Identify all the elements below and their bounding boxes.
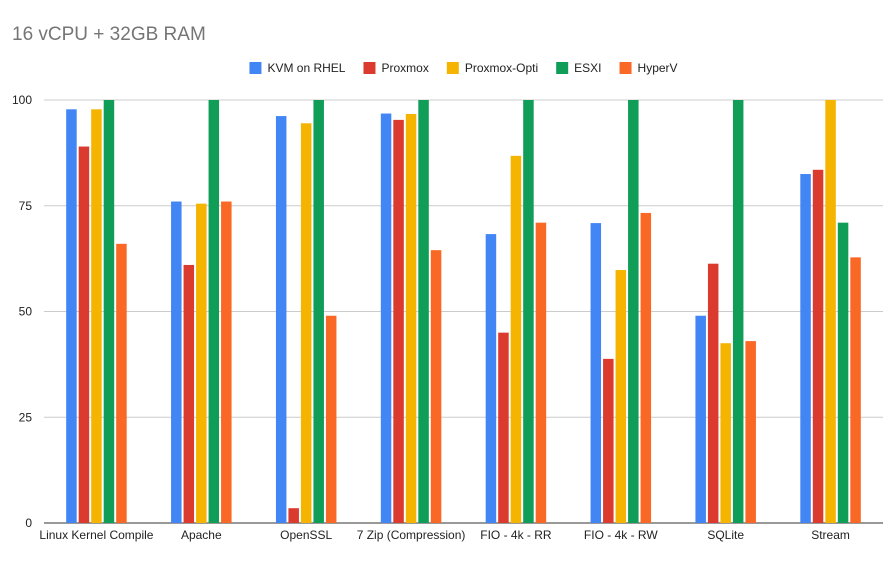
bar: [275, 116, 287, 523]
bar: [313, 100, 324, 523]
y-tick-label: 75: [19, 199, 33, 213]
legend-label: ESXI: [574, 61, 601, 75]
bar: [116, 243, 127, 523]
legend-item: HyperV: [619, 61, 678, 75]
legend-swatch: [446, 62, 459, 74]
gridlines: [44, 99, 883, 524]
bar: [498, 332, 509, 523]
y-tick-label: 50: [19, 305, 33, 319]
bar: [430, 250, 442, 524]
bar: [745, 341, 756, 523]
bar: [485, 234, 497, 523]
x-tick-label: Apache: [181, 528, 222, 542]
bar: [732, 100, 744, 523]
bar: [66, 109, 77, 523]
y-tick-label: 100: [12, 93, 32, 107]
bar: [628, 100, 639, 523]
x-tick-label: OpenSSL: [280, 528, 332, 542]
legend-swatch: [556, 62, 569, 74]
bar: [91, 109, 102, 523]
bar: [800, 174, 811, 523]
bar: [78, 146, 90, 523]
bar: [603, 358, 614, 523]
bar: [590, 223, 602, 523]
x-tick-label: Linux Kernel Compile: [39, 528, 153, 542]
bar: [418, 100, 429, 523]
chart-title: 16 vCPU + 32GB RAM: [12, 24, 206, 45]
bar: [208, 100, 220, 523]
x-tick-label: Stream: [811, 528, 850, 542]
y-tick-label: 0: [25, 516, 32, 530]
bar: [380, 113, 392, 523]
bar: [825, 100, 836, 523]
bar: [720, 343, 731, 523]
legend-label: HyperV: [638, 61, 678, 75]
bar: [812, 169, 824, 524]
y-axis: 0 25 50 75 100: [12, 93, 32, 530]
bar: [695, 315, 706, 523]
legend-item: ESXI: [556, 61, 602, 75]
bar: [183, 264, 195, 523]
bar: [850, 257, 861, 523]
bar: [103, 100, 115, 523]
bar: [405, 113, 417, 524]
legend: KVM on RHEL Proxmox Proxmox-Opti ESXI HyperV: [249, 61, 678, 75]
legend-label: Proxmox: [381, 61, 428, 75]
legend-swatch: [619, 62, 632, 74]
x-tick-label: 7 Zip (Compression): [357, 528, 466, 542]
bar: [615, 270, 627, 523]
x-tick-label: FIO - 4k - RW: [584, 528, 658, 542]
legend-item: KVM on RHEL: [249, 61, 346, 75]
x-tick-label: FIO - 4k - RR: [480, 528, 552, 542]
bars: [66, 100, 861, 524]
legend-swatch: [363, 62, 376, 74]
x-axis: Linux Kernel Compile Apache OpenSSL 7 Zip (…: [39, 528, 850, 542]
bar: [510, 155, 522, 523]
legend-label: KVM on RHEL: [267, 61, 345, 75]
bar: [535, 222, 547, 524]
bar: [221, 201, 232, 523]
bar: [837, 222, 849, 524]
bar: [300, 123, 312, 523]
bar: [171, 201, 182, 523]
bar: [640, 212, 652, 524]
bar: [707, 263, 719, 523]
bar: [523, 100, 534, 523]
bar: [325, 315, 337, 523]
x-tick-label: SQLite: [707, 528, 744, 542]
legend-item: Proxmox-Opti: [446, 61, 538, 75]
legend-item: Proxmox: [363, 61, 429, 75]
bar: [288, 508, 299, 523]
bar: [196, 203, 207, 523]
legend-swatch: [249, 62, 262, 74]
y-tick-label: 25: [19, 410, 33, 424]
legend-label: Proxmox-Opti: [465, 61, 538, 75]
bar: [393, 119, 404, 524]
